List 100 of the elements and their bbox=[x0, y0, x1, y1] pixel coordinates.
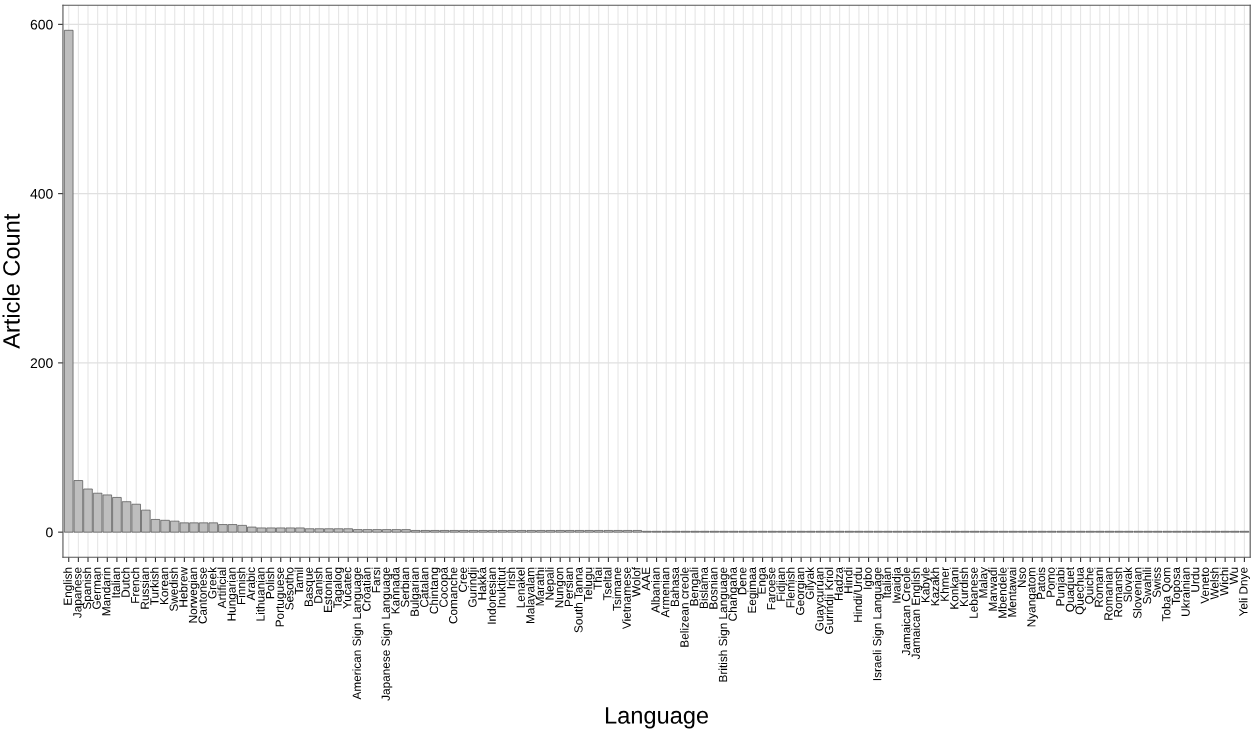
x-tick-label: Hebrew bbox=[178, 566, 188, 607]
x-tick-label: Bengali bbox=[689, 567, 701, 606]
x-tick-label: Danish bbox=[313, 567, 323, 603]
x-tick-label: Eegimaa bbox=[747, 566, 759, 613]
x-tick-label: Albanian bbox=[651, 567, 660, 613]
x-tick-label: Romanian bbox=[1103, 567, 1113, 620]
x-tick-label: Armenian bbox=[660, 567, 670, 618]
x-tick-label: Inuktitut bbox=[496, 567, 506, 608]
x-tick-label: Urdu bbox=[1190, 567, 1200, 592]
x-tick-label: Estonian bbox=[323, 567, 333, 612]
x-tick-label: Toba Qom bbox=[1161, 567, 1173, 622]
x-tick-label: Guaycuruan bbox=[815, 567, 826, 631]
x-tick-label: Dutch bbox=[121, 567, 130, 597]
y-tick-label: 0 bbox=[46, 527, 53, 538]
x-tick-label: Tseltal bbox=[602, 567, 612, 601]
x-tick-label: Bahasa bbox=[670, 566, 680, 607]
x-tick-label: Mentawai bbox=[1007, 567, 1017, 617]
x-tick-label: Kabyle bbox=[920, 567, 932, 603]
x-tick-label: Telugu bbox=[583, 567, 595, 602]
x-tick-label: Yeli Dnye bbox=[1238, 567, 1250, 617]
x-tick-label: Khmer bbox=[940, 567, 949, 601]
x-tick-label: Hindi/Urdu bbox=[853, 567, 863, 622]
x-tick-label: Flemish bbox=[785, 567, 795, 608]
x-tick-label: Turkish bbox=[149, 567, 159, 605]
x-tick-label: Romansh bbox=[1113, 567, 1123, 617]
x-tick-label: Slovenian bbox=[1132, 567, 1142, 619]
x-tick-label: Vietnamese bbox=[622, 567, 631, 630]
x-tick-label: Ukrainian bbox=[1181, 567, 1190, 616]
x-tick-label: Hadza bbox=[834, 566, 843, 601]
x-tick-label: Bislama bbox=[699, 566, 708, 608]
x-tick-label: Cree bbox=[458, 567, 467, 592]
x-tick-label: Igbo bbox=[863, 567, 875, 589]
x-tick-label: Malayalam bbox=[525, 567, 537, 624]
x-tick-label: Korean bbox=[160, 567, 169, 605]
x-tick-label: Jamaican Creole bbox=[901, 567, 911, 656]
x-tick-label: Swedish bbox=[169, 567, 178, 612]
x-tick-label: Nyangatom bbox=[1027, 567, 1038, 627]
x-tick-label: Gurindji bbox=[467, 567, 479, 608]
x-tick-label: Quaquet bbox=[1065, 567, 1077, 612]
x-tick-label: Greek bbox=[207, 566, 217, 599]
x-tick-label: Cocopa bbox=[439, 566, 451, 608]
x-tick-label: Italian bbox=[882, 567, 892, 598]
x-tick-label: Lithuanian bbox=[255, 567, 265, 621]
x-tick-label: Hakka bbox=[477, 566, 487, 600]
x-tick-label: Portuguese bbox=[275, 567, 287, 627]
x-tick-label: Spanish bbox=[82, 567, 94, 610]
x-tick-label: Nso bbox=[1017, 567, 1026, 587]
x-tick-label: Irish bbox=[506, 567, 516, 589]
x-tick-label: Croatian bbox=[361, 567, 371, 611]
x-tick-label: Romani bbox=[1094, 567, 1104, 607]
x-tick-label: American Sign Language bbox=[352, 567, 364, 700]
x-tick-label: Belizean creole bbox=[679, 567, 689, 647]
x-tick-label: Iwaidja bbox=[891, 566, 903, 603]
x-tick-label: Farsi bbox=[371, 567, 381, 593]
x-tick-label: Lebanese bbox=[969, 567, 978, 618]
x-tick-label: French bbox=[130, 567, 140, 603]
x-tick-label: Artificial bbox=[217, 567, 227, 609]
x-tick-label: Quiche bbox=[1084, 567, 1096, 604]
x-tick-label: Veneto bbox=[1200, 567, 1210, 604]
x-tick-label: Mandarin bbox=[101, 567, 111, 616]
x-tick-label: Wu bbox=[1229, 567, 1238, 585]
x-tick-label: Welsh bbox=[1209, 567, 1219, 600]
x-tick-label: Marathi bbox=[535, 567, 545, 606]
x-tick-label: Hungarian bbox=[227, 567, 239, 621]
x-tick-label: Thai bbox=[593, 567, 602, 590]
x-tick-label: Sesotho bbox=[284, 567, 294, 610]
x-tick-label: Kannada bbox=[390, 566, 400, 614]
x-tick-label: Malay bbox=[978, 566, 990, 598]
x-tick-label: Toposa bbox=[1171, 566, 1183, 605]
x-tick-label: Tsimane bbox=[612, 567, 622, 611]
x-tick-label: Faroese bbox=[767, 567, 776, 610]
x-tick-label: Marwadi bbox=[988, 567, 998, 611]
x-tick-label: Swiss bbox=[1152, 567, 1161, 598]
x-tick-label: Norwegian bbox=[188, 567, 200, 623]
x-tick-label: Nepali bbox=[545, 567, 557, 600]
x-tick-label: AAE bbox=[641, 567, 650, 591]
x-tick-label: Basque bbox=[304, 567, 316, 607]
x-tick-label: Changana bbox=[728, 566, 740, 621]
x-axis-title: Language bbox=[605, 707, 709, 729]
x-tick-label: Finnish bbox=[236, 567, 246, 605]
x-tick-label: Polish bbox=[265, 567, 275, 599]
x-tick-label: British Sign Language bbox=[718, 567, 730, 682]
x-tick-label: English bbox=[63, 567, 75, 605]
x-tick-label: Jamaican English bbox=[911, 567, 923, 660]
x-tick-label: Pomo bbox=[1046, 567, 1055, 597]
x-tick-label: Comanche bbox=[448, 567, 458, 624]
x-tick-label: Fidjian bbox=[776, 567, 788, 601]
x-tick-label: Italian bbox=[111, 567, 121, 598]
x-tick-label: Wolof bbox=[631, 566, 641, 597]
x-tick-label: Israeli Sign Language bbox=[872, 567, 884, 681]
x-tick-label: Quechua bbox=[1075, 566, 1086, 615]
x-tick-label: Georgian bbox=[795, 567, 807, 615]
x-tick-label: Catalan bbox=[419, 567, 429, 608]
x-tick-label: German bbox=[92, 567, 101, 610]
x-tick-label: Arabic bbox=[246, 567, 255, 601]
y-tick-label: 600 bbox=[30, 19, 53, 30]
x-tick-label: Nungon bbox=[555, 567, 566, 608]
x-tick-label: Cantonese bbox=[198, 567, 207, 624]
y-tick-label: 400 bbox=[30, 188, 53, 199]
x-tick-label: Hindi bbox=[843, 567, 853, 593]
